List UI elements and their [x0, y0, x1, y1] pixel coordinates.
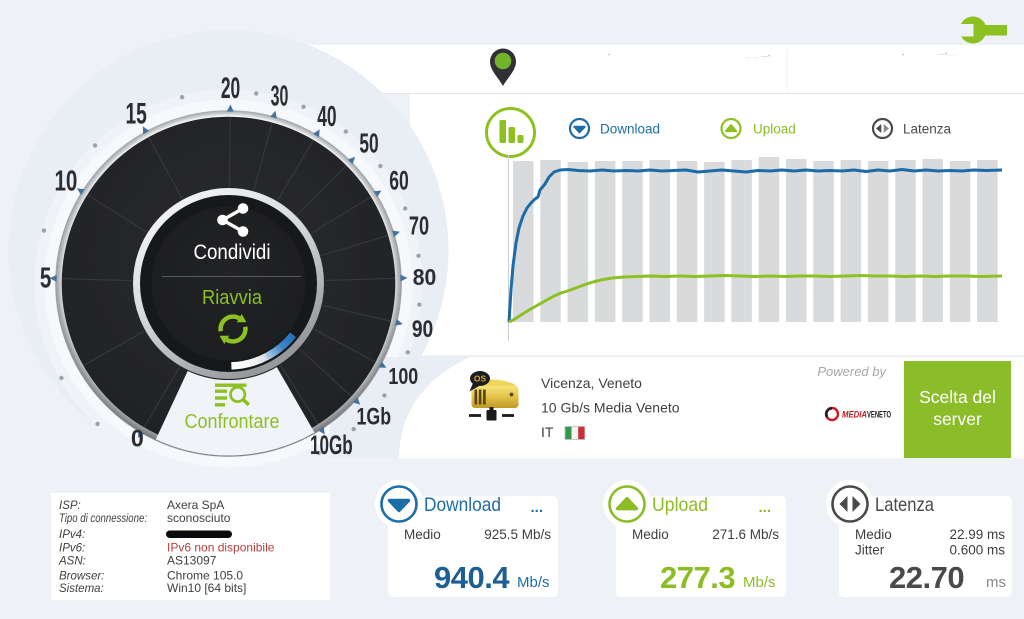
svg-text:...: ... — [758, 499, 771, 516]
svg-text:IPv6 non disponibile: IPv6 non disponibile — [167, 541, 275, 555]
svg-text:Mb/s: Mb/s — [517, 574, 550, 591]
svg-text:0: 0 — [131, 425, 144, 453]
svg-text:15: 15 — [125, 97, 146, 130]
svg-text:…… —•: …… —• — [745, 53, 771, 60]
svg-text:Download: Download — [424, 494, 501, 516]
svg-text:Upload: Upload — [652, 494, 708, 516]
svg-text:sconosciuto: sconosciuto — [167, 511, 231, 525]
svg-text:10 Gb/s Media Veneto: 10 Gb/s Media Veneto — [541, 400, 680, 416]
svg-text:20: 20 — [221, 72, 240, 105]
svg-text:Condividi: Condividi — [194, 241, 271, 264]
svg-text:5: 5 — [40, 262, 51, 294]
svg-text:Latenza: Latenza — [875, 494, 934, 516]
svg-text:Upload: Upload — [753, 122, 796, 137]
svg-text:100: 100 — [388, 364, 418, 390]
svg-text:IT: IT — [541, 424, 554, 440]
svg-text:925.5 Mb/s: 925.5 Mb/s — [484, 527, 551, 542]
svg-text:•: • — [902, 52, 905, 59]
svg-text:IPv4:: IPv4: — [59, 529, 85, 541]
svg-text:MEDIA: MEDIA — [842, 410, 867, 420]
svg-text:Sistema:: Sistema: — [59, 583, 104, 595]
svg-text:—•…··: —•…·· — [938, 51, 959, 58]
svg-text:ms: ms — [986, 574, 1006, 591]
svg-text:271.6 Mb/s: 271.6 Mb/s — [712, 527, 779, 542]
svg-text:Mb/s: Mb/s — [743, 574, 776, 591]
svg-text:Browser:: Browser: — [59, 571, 104, 583]
svg-text:Tipo di connessione:: Tipo di connessione: — [59, 513, 147, 525]
svg-text:10Gb: 10Gb — [310, 430, 353, 460]
svg-text:ASN:: ASN: — [58, 556, 86, 568]
svg-text:Scelta del: Scelta del — [919, 387, 996, 407]
svg-text:Medio: Medio — [855, 527, 892, 542]
svg-text:server: server — [933, 409, 982, 429]
svg-text:1Gb: 1Gb — [357, 404, 392, 430]
svg-text:940.4: 940.4 — [434, 560, 510, 595]
svg-text:Riavvia: Riavvia — [202, 287, 263, 309]
svg-text:40: 40 — [317, 101, 336, 134]
svg-text:Confrontare: Confrontare — [185, 411, 280, 433]
svg-text:10: 10 — [54, 165, 77, 197]
svg-text:0.600 ms: 0.600 ms — [949, 543, 1005, 558]
svg-text:Vicenza, Veneto: Vicenza, Veneto — [541, 375, 642, 391]
svg-text:22.99 ms: 22.99 ms — [949, 527, 1005, 542]
svg-text:Jitter: Jitter — [855, 543, 885, 558]
svg-text:Download: Download — [600, 122, 660, 137]
svg-text:VENETO: VENETO — [867, 410, 891, 420]
svg-text:50: 50 — [359, 127, 378, 158]
svg-text:60: 60 — [389, 164, 409, 195]
svg-text:70: 70 — [409, 212, 429, 241]
svg-text:ISP:: ISP: — [59, 500, 81, 512]
svg-text:Medio: Medio — [632, 527, 669, 542]
svg-text:•: • — [608, 52, 611, 59]
svg-text:30: 30 — [271, 79, 289, 111]
svg-text:Axera SpA: Axera SpA — [167, 498, 224, 512]
svg-text:80: 80 — [413, 264, 437, 290]
svg-text:Win10 [64 bits]: Win10 [64 bits] — [167, 581, 246, 595]
svg-text:Latenza: Latenza — [903, 122, 952, 137]
svg-text:22.70: 22.70 — [889, 560, 964, 595]
svg-text:AS13097: AS13097 — [167, 554, 217, 568]
svg-text:IPv6:: IPv6: — [59, 543, 85, 555]
svg-text:277.3: 277.3 — [660, 560, 735, 595]
svg-text:...: ... — [530, 499, 543, 516]
svg-text:Powered by: Powered by — [817, 364, 887, 379]
svg-text:Medio: Medio — [404, 527, 441, 542]
svg-text:90: 90 — [412, 315, 433, 343]
svg-text:Chrome 105.0: Chrome 105.0 — [167, 569, 243, 583]
svg-text:OS: OS — [474, 374, 487, 384]
